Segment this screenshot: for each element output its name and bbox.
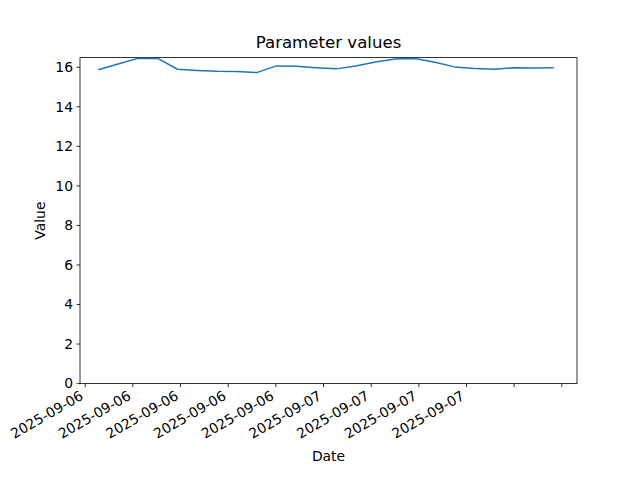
- chart-title: Parameter values: [256, 33, 402, 52]
- y-tick-label: 4: [64, 296, 73, 312]
- y-tick-label: 6: [64, 257, 73, 273]
- y-tick-label: 16: [55, 59, 73, 75]
- y-axis-label: Value: [32, 202, 48, 240]
- y-tick-label: 14: [55, 99, 73, 115]
- y-tick-label: 12: [55, 138, 73, 154]
- x-axis-label: Date: [312, 448, 345, 464]
- y-tick-label: 0: [64, 375, 73, 391]
- y-tick-label: 10: [55, 178, 73, 194]
- chart-canvas: 2025-09-062025-09-062025-09-062025-09-06…: [0, 0, 640, 480]
- y-tick-label: 8: [64, 217, 73, 233]
- y-tick-label: 2: [64, 336, 73, 352]
- matplotlib-figure: 2025-09-062025-09-062025-09-062025-09-06…: [0, 0, 640, 480]
